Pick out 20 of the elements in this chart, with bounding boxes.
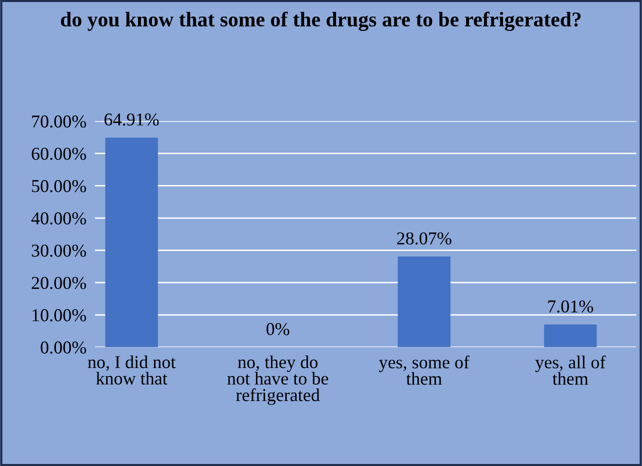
y-tick-label: 10.00% xyxy=(32,309,86,322)
y-tick-label: 50.00% xyxy=(32,180,86,192)
data-label: 64.91% xyxy=(104,113,159,126)
x-tick-label: yes, all of them xyxy=(535,356,606,385)
x-tick-label: no, they do not have to be refrigerated xyxy=(227,356,328,405)
y-tick-label: 40.00% xyxy=(31,212,86,225)
bar xyxy=(398,256,450,348)
data-label: 0% xyxy=(266,322,290,336)
y-tick-label: 60.00% xyxy=(32,148,86,160)
x-tick-label: no, I did not know that xyxy=(88,356,176,385)
data-label: 7.01% xyxy=(548,300,594,313)
chart-title: do you know that some of the drugs are to be refrigerated? xyxy=(60,12,581,31)
y-tick-label: 20.00% xyxy=(32,276,86,290)
data-label: 28.07% xyxy=(397,232,452,245)
y-tick-label: 70.00% xyxy=(32,115,86,128)
y-tick-label: 30.00% xyxy=(32,244,86,257)
y-tick-label: 0.00% xyxy=(40,341,86,354)
bar xyxy=(105,138,158,348)
bar xyxy=(544,324,597,348)
x-tick-label: yes, some of them xyxy=(378,356,470,385)
